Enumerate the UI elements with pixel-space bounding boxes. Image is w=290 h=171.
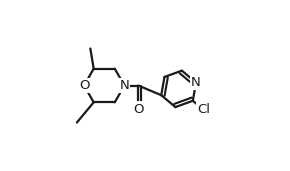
Text: N: N: [119, 79, 129, 92]
Text: O: O: [79, 79, 89, 92]
Text: Cl: Cl: [197, 103, 210, 116]
Text: O: O: [133, 103, 144, 116]
Text: N: N: [191, 76, 201, 89]
